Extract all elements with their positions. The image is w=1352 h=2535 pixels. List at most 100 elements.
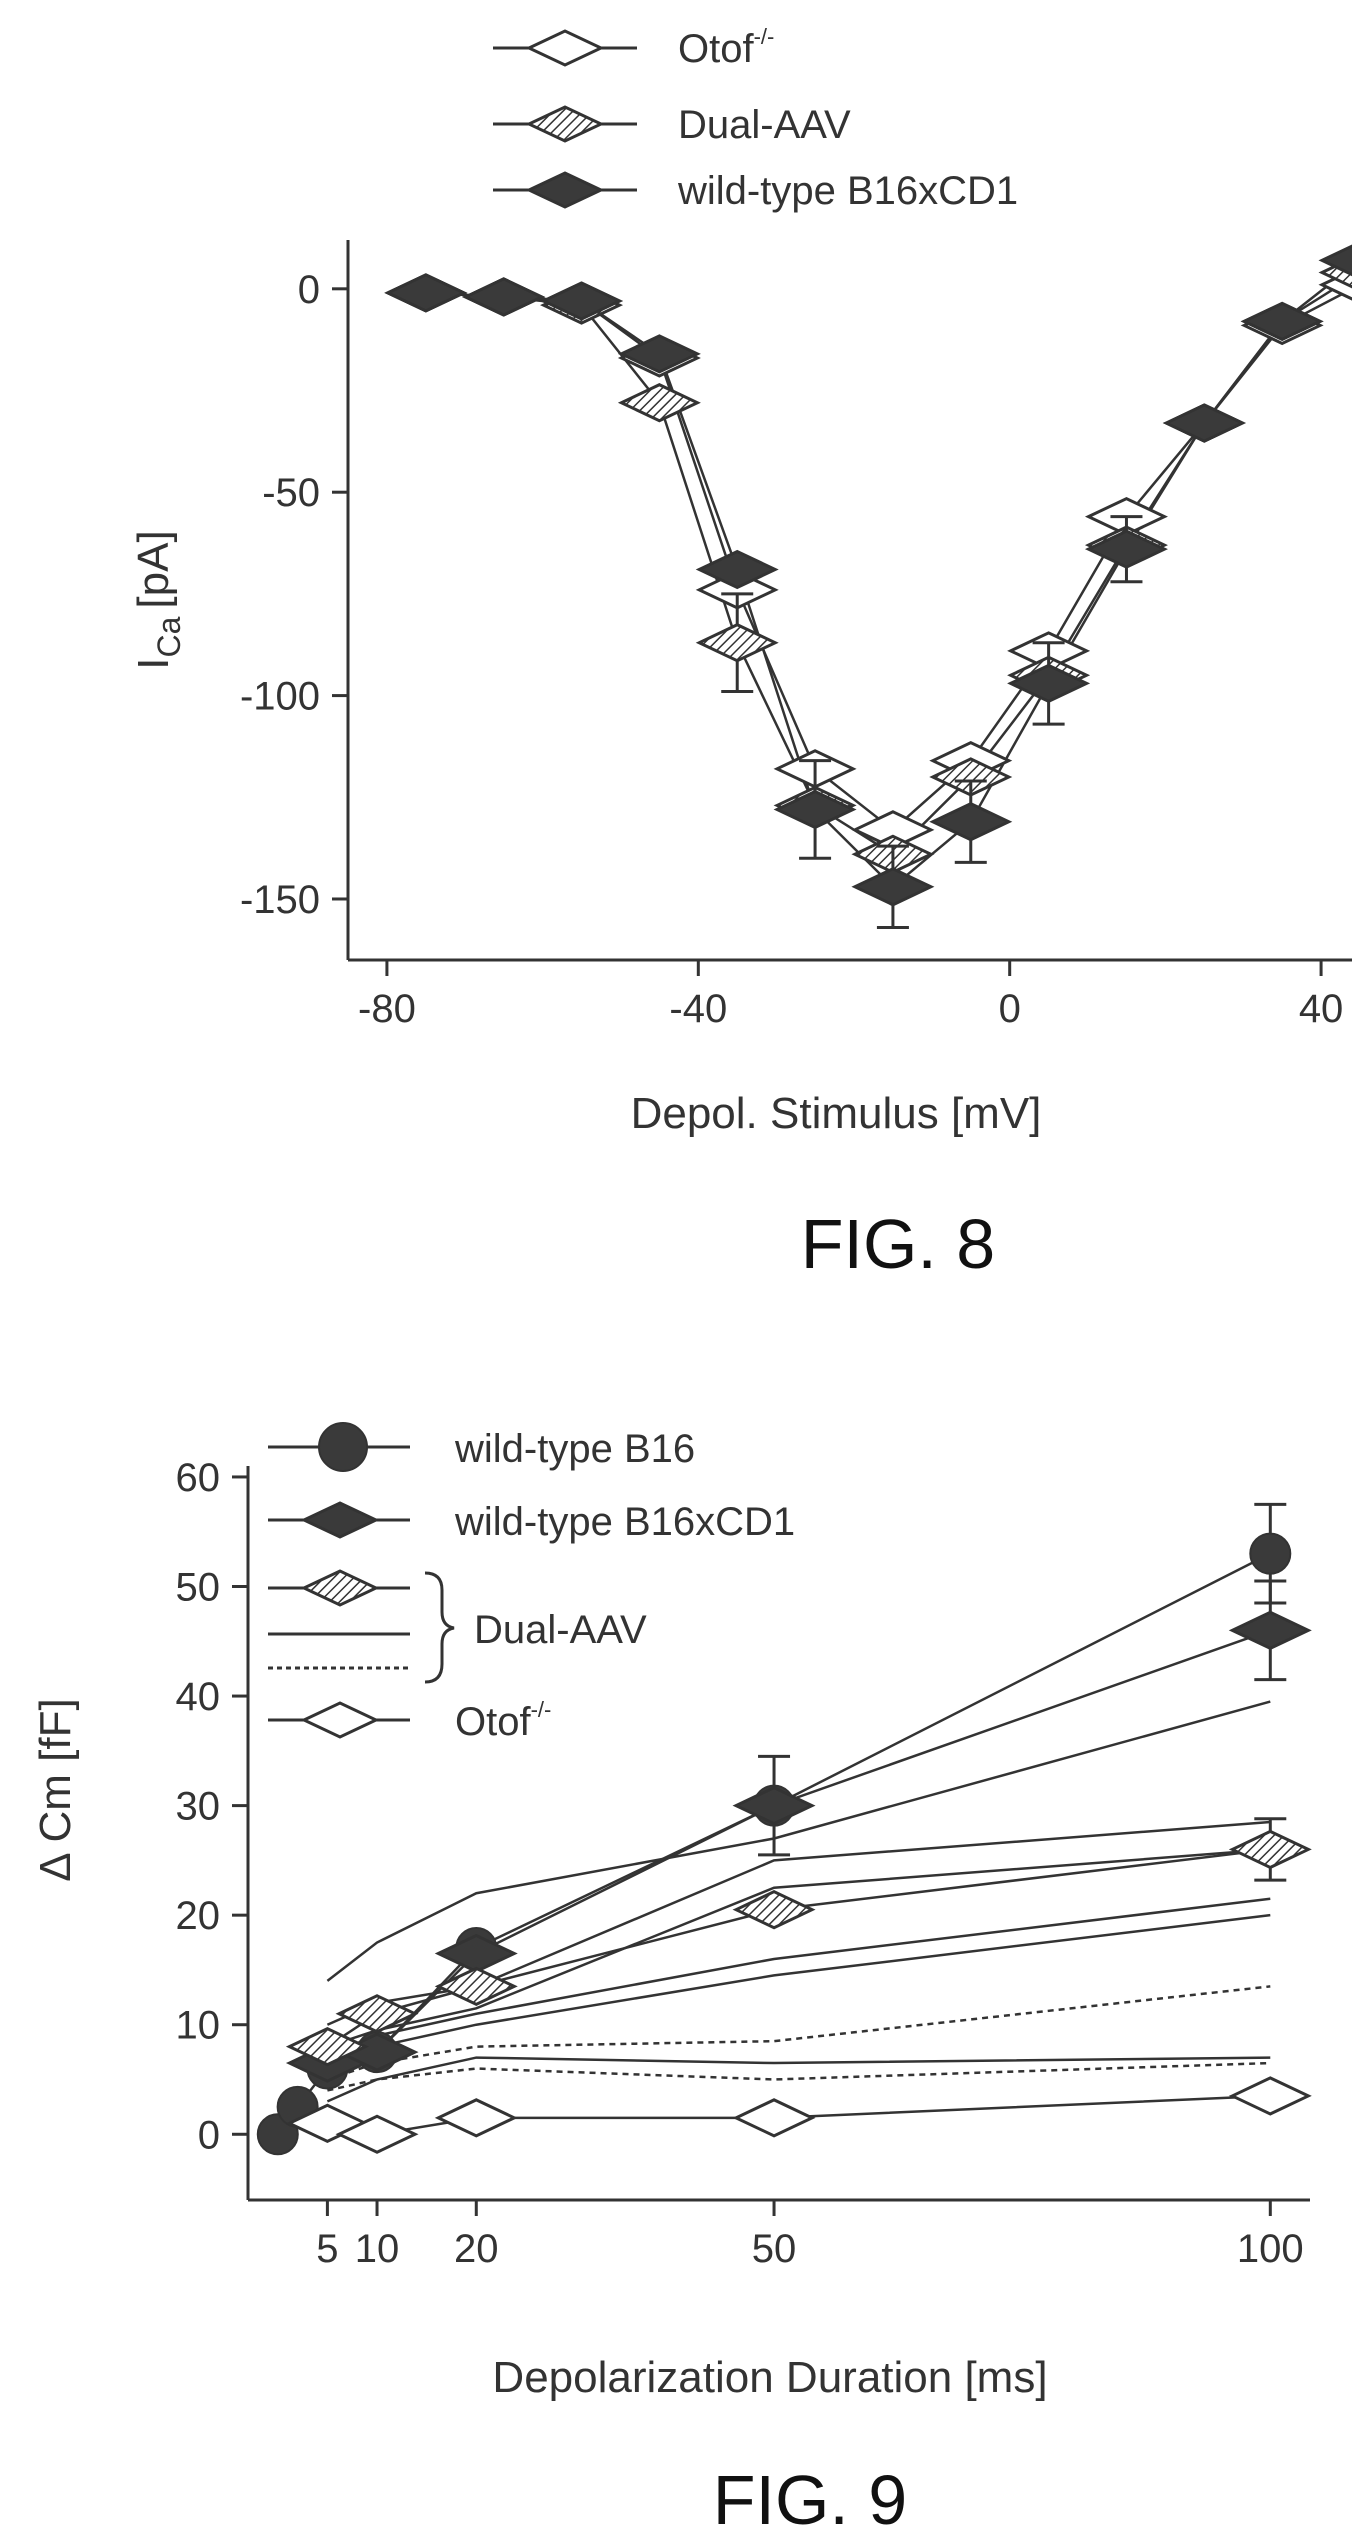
fig8-point-wild-type-b16xcd1 — [773, 789, 857, 830]
fig9-chart: wild-type B16 wild-type B16xCD1 Dual-AAV… — [31, 1422, 1312, 2535]
fig9-point-wild-type-b16xcd1 — [1228, 1610, 1312, 1650]
fig9-series-line-trace-9 — [327, 1985, 1271, 2081]
fig8-legend-marker-dual-aav — [525, 105, 605, 143]
fig8-series — [384, 244, 1352, 929]
fig8-y-tick-label: 0 — [298, 268, 320, 312]
fig8-y-tick-label: -50 — [262, 471, 320, 515]
fig9-legend-brace — [424, 1571, 455, 1684]
fig8-point-dual-aav — [929, 757, 1013, 797]
fig9-figure-label: FIG. 9 — [713, 2461, 907, 2535]
fig8-legend-entry-wild-type-b16xcd1: wild-type B16xCD1 — [493, 169, 1018, 213]
fig8-point-wild-type-b16xcd1 — [540, 281, 624, 321]
fig9-y-tick-label: 40 — [176, 1675, 221, 1719]
fig9-legend-entry-wild-type-b16xcd1: wild-type B16xCD1 — [268, 1500, 795, 1544]
fig9-point-otof — [434, 2098, 518, 2138]
fig8-point-wild-type-b16xcd1 — [617, 334, 701, 374]
fig9-point-wild-type-b16xcd1 — [434, 1933, 518, 1974]
fig9-y-tick-label: 30 — [176, 1785, 221, 1829]
fig9-point-otof — [335, 2114, 419, 2154]
fig9-series-line-trace-8 — [326, 2056, 1271, 2103]
fig9-x-axis-label: Depolarization Duration [ms] — [492, 2353, 1047, 2402]
fig8-y-axis-label-sub: Ca — [151, 616, 187, 657]
fig8-point-wild-type-b16xcd1 — [1318, 244, 1352, 277]
svg-text:Otof-/-: Otof-/- — [455, 1697, 551, 1744]
fig8-axes — [346, 240, 1352, 962]
fig9-series-line-trace-5 — [327, 1848, 1271, 2048]
fig8-figure-label: FIG. 8 — [801, 1205, 995, 1283]
fig9-series-line-trace-3 — [326, 1700, 1271, 1982]
fig8-point-wild-type-b16xcd1 — [1240, 301, 1324, 342]
fig9-ticks: 5 10 20 50 100 0 10 20 30 40 50 60 — [176, 1456, 1304, 2271]
fig9-point-otof — [1228, 2076, 1312, 2116]
fig9-x-tick-label: 10 — [355, 2227, 400, 2271]
fig9-y-tick-label: 60 — [176, 1456, 221, 1500]
fig8-series-line-dual-aav — [425, 276, 1352, 856]
fig9-legend-marker-wild-type-b16 — [318, 1422, 368, 1472]
fig8-point-wild-type-b16xcd1 — [384, 273, 468, 313]
fig8-legend-label-dual-aav: Dual-AAV — [678, 103, 851, 147]
fig8-x-tick-label: 40 — [1299, 987, 1344, 1031]
fig8-y-tick-label: -100 — [240, 675, 320, 719]
fig9-legend-label-otof: Otof — [455, 1700, 531, 1744]
fig9-axes — [246, 1466, 1310, 2202]
fig9-point-wild-type-b16xcd1 — [732, 1785, 816, 1826]
fig8-legend-marker-otof — [525, 29, 605, 67]
fig9-x-tick-label: 20 — [454, 2227, 499, 2271]
fig9-y-tick-label: 20 — [176, 1894, 221, 1938]
fig8-point-wild-type-b16xcd1 — [929, 802, 1013, 842]
fig9-series-line-trace-10 — [327, 2061, 1271, 2092]
fig8-series-line-otof — [425, 287, 1352, 832]
fig8-x-tick-label: -40 — [669, 987, 727, 1031]
fig8-legend-label-otof-sup: -/- — [754, 24, 775, 49]
fig9-legend-label-wild-type-b16: wild-type B16 — [454, 1427, 695, 1471]
fig8-y-tick-label: -150 — [240, 878, 320, 922]
fig8-x-tick-label: 0 — [999, 987, 1021, 1031]
fig8-legend-entry-otof: Otof-/- — [493, 24, 774, 71]
fig9-point-dual-aav — [1228, 1829, 1312, 1870]
fig8-legend-marker-wild-type-b16xcd1 — [525, 171, 605, 209]
fig8-point-wild-type-b16xcd1 — [851, 867, 935, 907]
fig8-y-axis-label-unit: [pA] — [129, 530, 178, 608]
fig8-legend: Otof-/- Dual-AAV wild-type B16xCD1 — [493, 24, 1018, 213]
fig8-point-wild-type-b16xcd1 — [462, 277, 546, 317]
fig9-legend-marker-wild-type-b16xcd1 — [300, 1501, 380, 1539]
fig9-y-tick-label: 50 — [176, 1566, 221, 1610]
fig8-ticks: -80 -40 0 40 0 -50 -100 -150 — [240, 268, 1343, 1031]
fig8-y-axis-label: ICa [pA] — [129, 530, 187, 669]
fig9-legend-label-otof-sup: -/- — [531, 1697, 552, 1722]
fig8-chart: Otof-/- Dual-AAV wild-type B16xCD1 -80 -4… — [129, 24, 1352, 1283]
fig9-legend-entry-otof: Otof-/- — [268, 1697, 551, 1744]
fig9-point-dual-aav — [732, 1890, 816, 1930]
fig8-legend-entry-dual-aav: Dual-AAV — [493, 103, 851, 147]
fig9-legend-entry-wild-type-b16: wild-type B16 — [268, 1422, 695, 1472]
fig9-point-dual-aav — [335, 1994, 419, 2034]
fig9-point-dual-aav — [285, 2026, 369, 2067]
fig9-legend-brace-label: Dual-AAV — [474, 1608, 647, 1652]
fig8-legend-label-otof: Otof — [678, 27, 754, 71]
fig8-point-wild-type-b16xcd1 — [1162, 403, 1246, 443]
fig9-y-tick-label: 10 — [176, 2004, 221, 2048]
fig8-point-wild-type-b16xcd1 — [695, 549, 779, 590]
fig8-point-wild-type-b16xcd1 — [1007, 663, 1091, 704]
fig8-y-axis-label-main: I — [129, 657, 178, 669]
fig8-legend-label-wild-type-b16xcd1: wild-type B16xCD1 — [677, 169, 1018, 213]
fig9-y-axis-label: Δ Cm [fF] — [31, 1698, 80, 1881]
fig9-point-dual-aav — [434, 1966, 518, 2007]
fig9-legend-label-wild-type-b16xcd1: wild-type B16xCD1 — [454, 1500, 795, 1544]
fig8-x-axis-label: Depol. Stimulus [mV] — [631, 1089, 1042, 1138]
svg-text:Otof-/-: Otof-/- — [678, 24, 774, 71]
fig8-point-wild-type-b16xcd1 — [1084, 529, 1168, 569]
fig9-x-tick-label: 100 — [1237, 2227, 1304, 2271]
fig9-point-wild-type-b16 — [1249, 1532, 1292, 1575]
fig9-x-tick-label: 50 — [752, 2227, 797, 2271]
fig9-legend: wild-type B16 wild-type B16xCD1 Dual-AAV… — [268, 1422, 795, 1744]
fig8-x-tick-label: -80 — [358, 987, 416, 1031]
fig8-point-dual-aav — [695, 623, 779, 663]
fig8-series-line-wild-type-b16xcd1 — [425, 265, 1352, 889]
fig9-legend-marker-dual-aav — [300, 1569, 380, 1607]
fig9-series — [256, 1502, 1312, 2156]
fig9-legend-entry-dual-aav-hatched — [268, 1569, 410, 1607]
fig9-y-tick-label: 0 — [198, 2113, 220, 2157]
fig9-legend-marker-otof — [300, 1701, 380, 1739]
